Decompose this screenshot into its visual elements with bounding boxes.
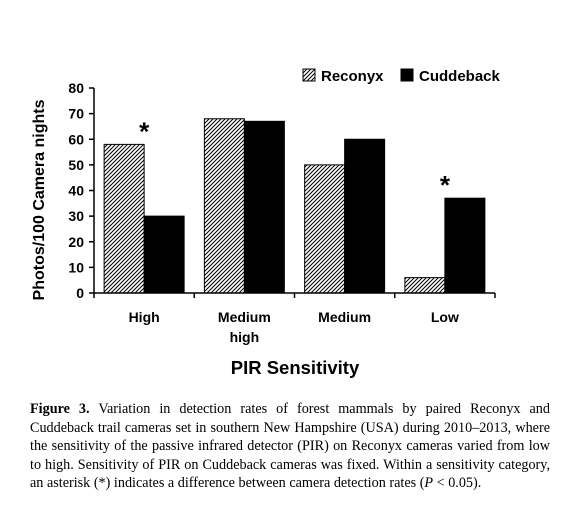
bar-cuddeback-3: [344, 138, 386, 294]
caption-text-1: Variation in detection rates of forest m…: [30, 401, 550, 492]
bar-cuddeback-1: [143, 215, 185, 294]
y-tick-label: 50: [68, 157, 84, 173]
x-tick-label: High: [129, 309, 160, 325]
x-axis-label: PIR Sensitivity: [231, 357, 360, 378]
bar-reconyx-2: [203, 118, 245, 294]
y-axis-label: Photos/100 Camera nights: [31, 99, 48, 300]
legend: Reconyx Cuddeback: [302, 68, 501, 85]
legend-swatch-cuddeback: [400, 68, 414, 82]
y-tick-label: 30: [68, 208, 84, 224]
bar-chart: * * 0 10 20 30 40 50 60 70 80 High Medium high Medium L…: [31, 68, 501, 378]
caption-text-2: < 0.05).: [433, 475, 482, 492]
figure-caption: Figure 3. Variation in detection rates o…: [30, 400, 550, 493]
legend-label-reconyx: Reconyx: [321, 68, 384, 85]
bar-reconyx-1: [103, 143, 145, 294]
y-tick-label: 0: [76, 285, 84, 301]
caption-label: Figure 3.: [30, 401, 90, 417]
x-tick-label: Medium: [318, 309, 371, 325]
x-tick-label: high: [230, 329, 260, 345]
y-tick-label: 80: [68, 80, 84, 96]
legend-swatch-reconyx: [302, 68, 316, 82]
x-tick-label: Low: [431, 309, 459, 325]
significance-marker: *: [440, 170, 451, 200]
bar-reconyx-4: [404, 277, 446, 294]
x-tick-label: Medium: [218, 309, 271, 325]
bar-cuddeback-2: [243, 120, 285, 294]
y-tick-label: 70: [68, 106, 84, 122]
legend-label-cuddeback: Cuddeback: [419, 68, 501, 85]
y-tick-label: 60: [68, 131, 84, 147]
y-tick-label: 20: [68, 234, 84, 250]
y-tick-label: 40: [68, 183, 84, 199]
bar-cuddeback-4: [444, 197, 486, 294]
caption-p-symbol: P: [424, 475, 434, 492]
bar-reconyx-3: [304, 164, 346, 294]
significance-marker: *: [139, 116, 150, 146]
y-tick-label: 10: [68, 259, 84, 275]
